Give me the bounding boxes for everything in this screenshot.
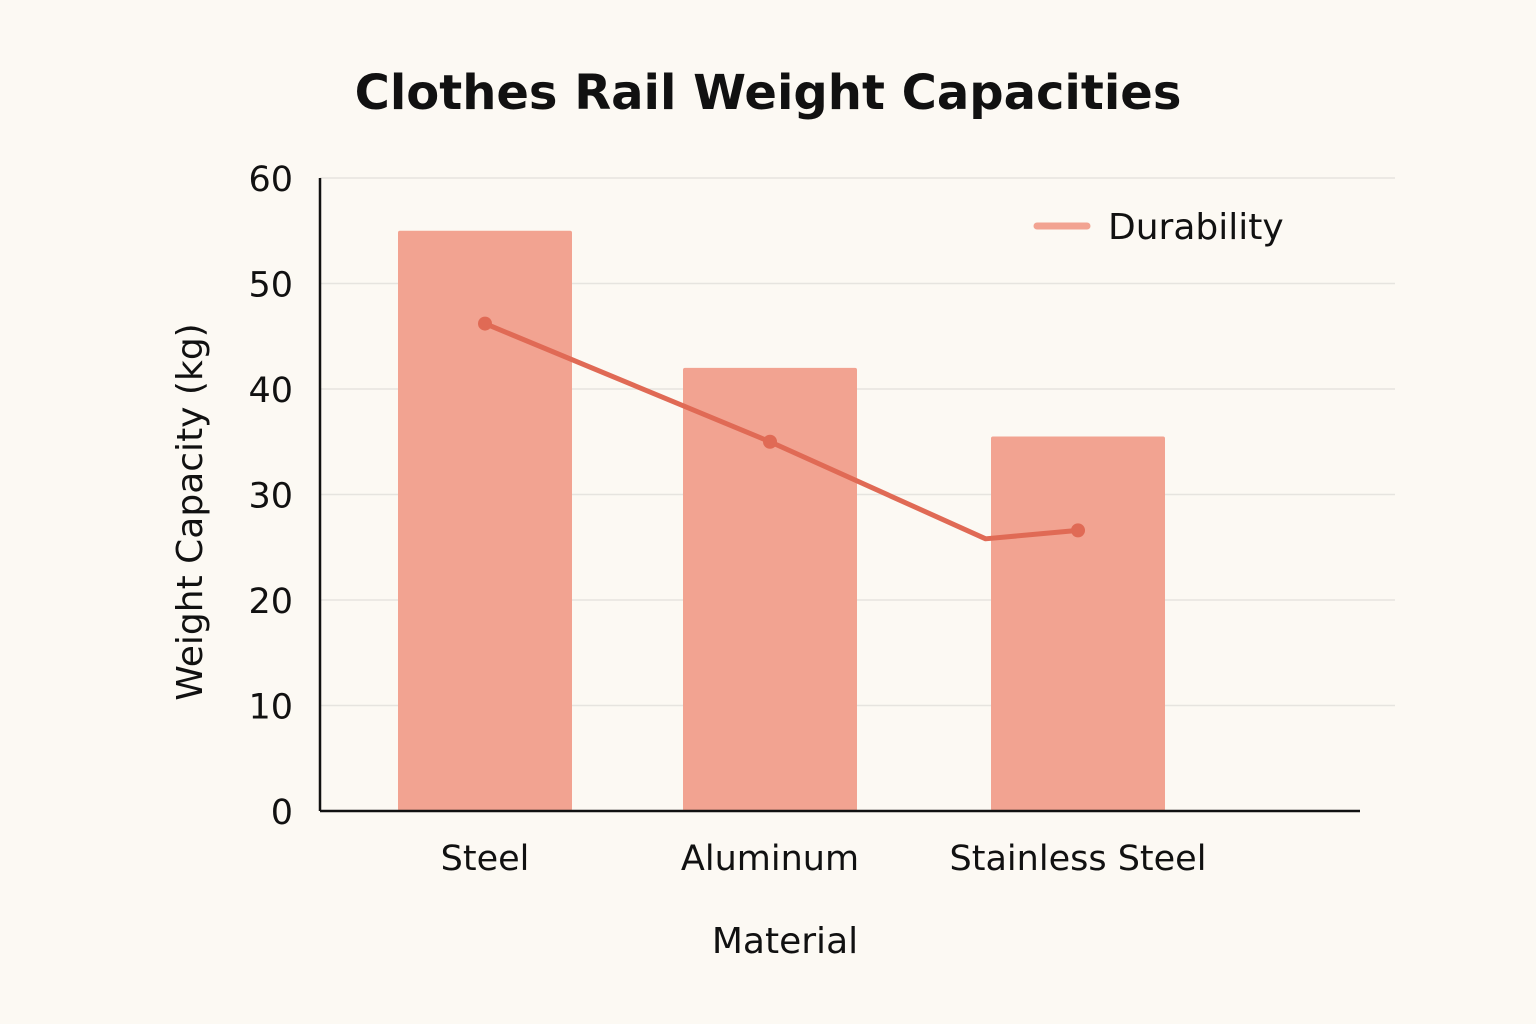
axes bbox=[318, 178, 1360, 813]
durability-line-layer bbox=[478, 316, 1085, 542]
x-tick-label-aluminum: Aluminum bbox=[681, 839, 859, 879]
durability-line bbox=[482, 321, 1081, 542]
y-tick-label-30: 30 bbox=[248, 477, 293, 517]
legend-label-durability: Durability bbox=[1108, 207, 1284, 248]
x-tick-labels: Steel Aluminum Stainless Steel bbox=[441, 839, 1207, 879]
bar-steel bbox=[398, 230, 572, 811]
y-tick-label-60: 60 bbox=[248, 160, 293, 200]
durability-point-0 bbox=[478, 316, 492, 331]
durability-point-1 bbox=[763, 434, 777, 449]
x-tick-label-stainless-steel: Stainless Steel bbox=[950, 839, 1207, 879]
y-tick-label-0: 0 bbox=[271, 793, 293, 833]
x-tick-label-steel: Steel bbox=[441, 839, 530, 879]
x-axis-label: Material bbox=[712, 921, 858, 962]
y-axis-label: Weight Capacity (kg) bbox=[170, 323, 211, 700]
legend: Durability bbox=[1033, 207, 1284, 248]
y-tick-label-50: 50 bbox=[248, 266, 293, 306]
durability-point-3 bbox=[1071, 523, 1085, 538]
bars bbox=[398, 230, 1165, 811]
y-tick-label-10: 10 bbox=[248, 688, 293, 728]
y-tick-label-40: 40 bbox=[248, 371, 293, 411]
y-tick-label-20: 20 bbox=[248, 582, 293, 622]
bar-aluminum bbox=[683, 367, 857, 811]
bar-stainless-steel bbox=[991, 436, 1165, 811]
chart-title: Clothes Rail Weight Capacities bbox=[355, 65, 1182, 121]
y-tick-labels: 0 10 20 30 40 50 60 bbox=[248, 160, 293, 833]
